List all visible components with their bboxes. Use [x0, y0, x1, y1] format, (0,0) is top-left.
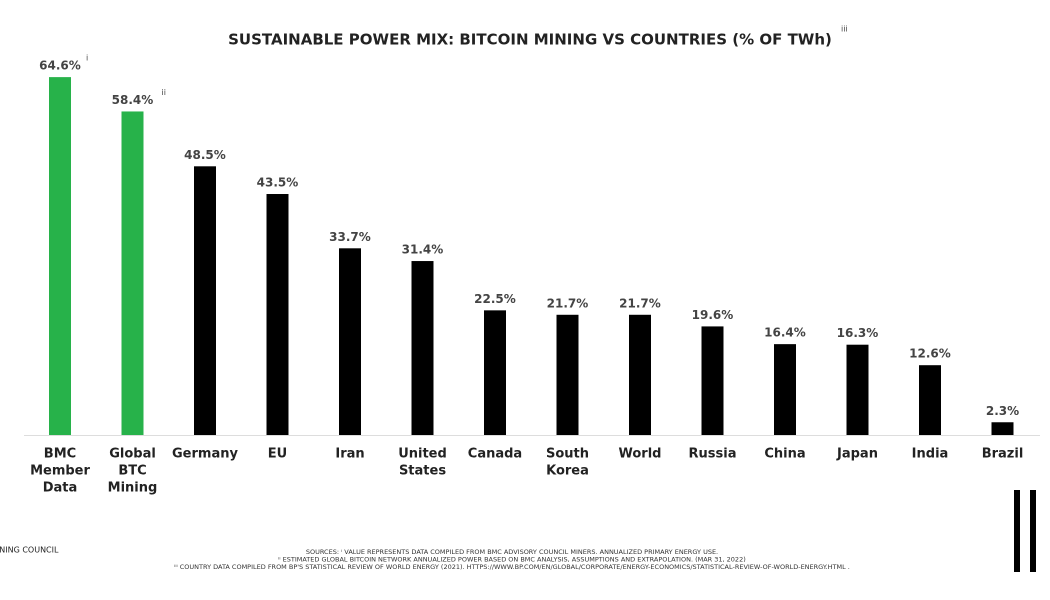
x-tick-label: BMC [44, 447, 76, 462]
bar [411, 261, 434, 435]
value-label: 43.5% [257, 176, 299, 190]
x-tick-label: Mining [108, 481, 158, 496]
bar [629, 314, 651, 435]
x-tick-label: India [912, 447, 949, 462]
x-tick-label: China [764, 447, 805, 462]
x-tick-label: Global [109, 447, 156, 462]
value-label: 19.6% [692, 308, 734, 322]
value-label: 21.7% [547, 296, 589, 310]
bar [701, 326, 724, 435]
x-tick-label: States [399, 464, 446, 479]
value-note: ii [162, 88, 166, 97]
bar [991, 422, 1014, 435]
source-line: SOURCES: ⁱ VALUE REPRESENTS DATA COMPILE… [306, 548, 718, 556]
value-label: 21.7% [619, 296, 661, 310]
x-tick-label: Iran [335, 447, 364, 462]
value-label: 22.5% [474, 292, 516, 306]
x-tick-label: EU [268, 447, 287, 462]
x-tick-label: Canada [468, 447, 522, 462]
decor-bar [1030, 490, 1036, 572]
bar [556, 314, 579, 435]
bar [266, 194, 289, 435]
x-tick-label: United [398, 447, 447, 462]
value-note: i [86, 54, 88, 63]
value-label: 64.6% [39, 59, 81, 73]
bar [484, 310, 506, 435]
footer-logo: MINING COUNCIL [0, 546, 59, 555]
value-label: 16.3% [837, 326, 879, 340]
decor [1014, 490, 1036, 572]
source-line: ⁱⁱ ESTIMATED GLOBAL BITCOIN NETWORK ANNU… [278, 556, 746, 564]
bar [339, 248, 361, 435]
chart-title: SUSTAINABLE POWER MIX: BITCOIN MINING VS… [228, 31, 832, 49]
x-tick-label: Member [30, 464, 90, 479]
x-tick-label: Germany [172, 447, 238, 462]
decor-bar [1014, 490, 1020, 572]
value-label: 16.4% [764, 326, 806, 340]
x-tick-label: World [619, 447, 662, 462]
bar [846, 344, 869, 435]
bar [121, 111, 144, 436]
value-label: 2.3% [986, 404, 1019, 418]
x-tick-label: South [546, 447, 589, 462]
x-tick-label: Japan [836, 447, 878, 462]
bar [774, 344, 796, 435]
bar [194, 166, 216, 435]
title-note: iii [841, 25, 848, 34]
value-label: 48.5% [184, 148, 226, 162]
x-tick-label: Korea [546, 464, 589, 479]
x-tick-label: BTC [118, 464, 146, 479]
value-label: 33.7% [329, 230, 371, 244]
x-tick-label: Brazil [982, 447, 1024, 462]
bar [919, 365, 941, 435]
value-label: 31.4% [402, 243, 444, 257]
value-label: 12.6% [909, 347, 951, 361]
bar [49, 77, 71, 435]
x-tick-label: Russia [689, 447, 737, 462]
source-line: ⁱⁱⁱ COUNTRY DATA COMPILED FROM BP'S STAT… [174, 563, 850, 571]
x-tick-label: Data [43, 481, 78, 496]
value-label: 58.4% [112, 93, 154, 107]
